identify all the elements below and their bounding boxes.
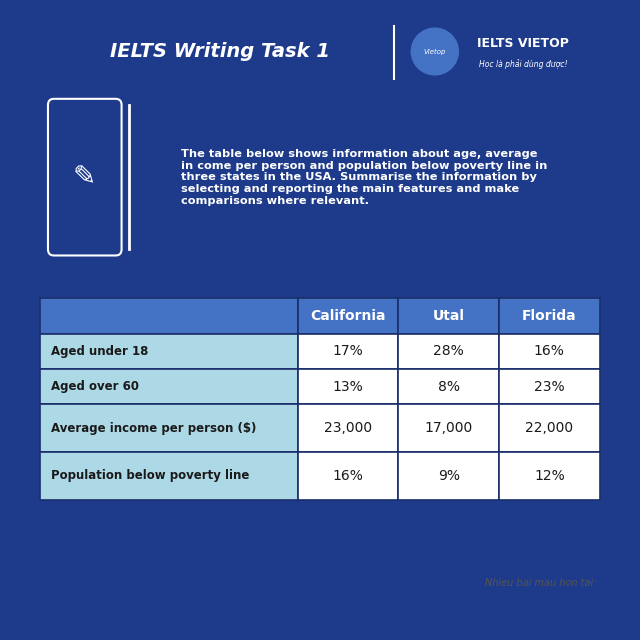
FancyBboxPatch shape <box>499 334 600 369</box>
FancyBboxPatch shape <box>499 369 600 404</box>
Text: 17%: 17% <box>333 344 364 358</box>
FancyBboxPatch shape <box>398 298 499 334</box>
Text: 28%: 28% <box>433 344 464 358</box>
Text: Utal: Utal <box>433 309 465 323</box>
FancyBboxPatch shape <box>48 99 122 255</box>
Text: Học là phải dùng được!: Học là phải dùng được! <box>479 60 568 69</box>
Ellipse shape <box>412 28 458 75</box>
FancyBboxPatch shape <box>40 369 298 404</box>
Text: The table below shows information about age, average
in come per person and popu: The table below shows information about … <box>181 149 547 205</box>
FancyBboxPatch shape <box>40 298 298 334</box>
Text: 23,000: 23,000 <box>324 421 372 435</box>
Text: 8%: 8% <box>438 380 460 394</box>
FancyBboxPatch shape <box>298 369 398 404</box>
Text: Florida: Florida <box>522 309 577 323</box>
Text: 17,000: 17,000 <box>424 421 473 435</box>
Text: 22,000: 22,000 <box>525 421 573 435</box>
Text: IELTS Writing Task 1: IELTS Writing Task 1 <box>110 42 330 61</box>
FancyBboxPatch shape <box>398 404 499 452</box>
Text: 16%: 16% <box>534 344 564 358</box>
Text: 23%: 23% <box>534 380 564 394</box>
FancyBboxPatch shape <box>40 452 298 500</box>
FancyBboxPatch shape <box>40 334 298 369</box>
FancyBboxPatch shape <box>298 404 398 452</box>
FancyBboxPatch shape <box>398 334 499 369</box>
FancyBboxPatch shape <box>298 334 398 369</box>
FancyBboxPatch shape <box>40 404 298 452</box>
Text: Average income per person ($): Average income per person ($) <box>51 422 256 435</box>
FancyBboxPatch shape <box>298 298 398 334</box>
Text: 13%: 13% <box>333 380 364 394</box>
FancyBboxPatch shape <box>26 13 614 83</box>
Text: Aged under 18: Aged under 18 <box>51 345 148 358</box>
FancyBboxPatch shape <box>499 404 600 452</box>
FancyBboxPatch shape <box>499 298 600 334</box>
Text: California: California <box>310 309 386 323</box>
Text: 9%: 9% <box>438 469 460 483</box>
Text: ✎: ✎ <box>73 163 96 191</box>
Text: 16%: 16% <box>333 469 364 483</box>
Polygon shape <box>93 262 129 289</box>
Text: Aged over 60: Aged over 60 <box>51 380 139 394</box>
Text: Nhieu bai mau hon tai:: Nhieu bai mau hon tai: <box>485 578 596 588</box>
Text: Vietop: Vietop <box>424 49 446 54</box>
FancyBboxPatch shape <box>29 81 611 274</box>
Text: 12%: 12% <box>534 469 564 483</box>
FancyBboxPatch shape <box>398 452 499 500</box>
Ellipse shape <box>410 26 460 77</box>
FancyBboxPatch shape <box>298 452 398 500</box>
Text: IELTS VIETOP: IELTS VIETOP <box>477 37 569 50</box>
Text: Population below poverty line: Population below poverty line <box>51 469 250 483</box>
Text: www.ieltsvietop.vn: www.ieltsvietop.vn <box>402 595 596 613</box>
FancyBboxPatch shape <box>398 369 499 404</box>
FancyBboxPatch shape <box>499 452 600 500</box>
